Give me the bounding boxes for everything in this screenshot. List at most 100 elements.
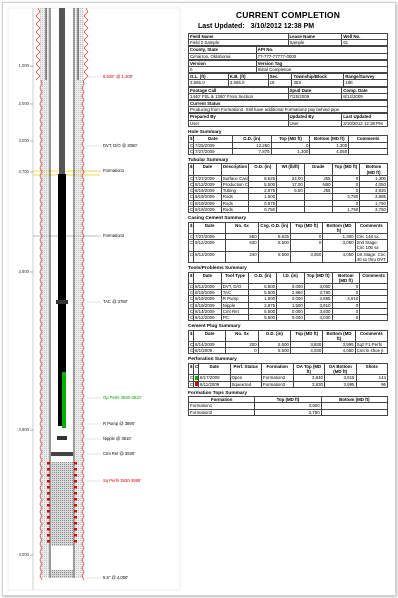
- last-updated-label: Last Updated:: [198, 23, 245, 30]
- column-header: Shots: [355, 362, 388, 376]
- data-row: C 8/19/2009 Nipple 2.875 1.500 3,910 0: [188, 301, 388, 309]
- nipple: [57, 436, 67, 440]
- cell: 8/12/2009: [192, 239, 227, 252]
- column-header: Bottom (MD ft): [331, 271, 361, 284]
- cell: C: [188, 380, 194, 388]
- annotation: R Pump @ 3890': [103, 421, 135, 426]
- info-value: 7/25/2009: [287, 92, 343, 101]
- cell: 7.875: [231, 147, 272, 155]
- hole-wall: [39, 79, 43, 581]
- squeeze-perf: [74, 492, 77, 495]
- cell: C: [188, 341, 194, 349]
- report-title: CURRENT COMPLETION: [235, 10, 341, 20]
- info-label-row: G.L. (ft) K.B. (ft) Sec. Township/Block Rang…: [188, 73, 388, 81]
- info-value: 77-777-77777-0000: [255, 52, 389, 60]
- open-perfs: [62, 372, 66, 428]
- cement-plug: [51, 462, 73, 546]
- info-label-row: Current Status: [188, 100, 388, 108]
- section-table: Formation Top (MD ft) Bottom (MD ft) Format…: [187, 396, 389, 416]
- data-row: C 7/27/2009 7.875 1,300 4,050: [188, 147, 388, 155]
- column-header: Top (MD ft): [289, 329, 324, 343]
- hole-wall: [83, 7, 89, 81]
- data-row: C 8/14/2009 200 5.500 3,930 3,995 Sqz F1 Perfs: [188, 341, 389, 349]
- annotation: DVT, D/O @ 3050': [103, 143, 138, 148]
- cell: Formation1: [187, 402, 256, 410]
- squeeze-perf: [74, 528, 77, 531]
- column-header: Comments: [354, 221, 389, 235]
- info-value: Sample: [287, 39, 343, 47]
- cell: C: [188, 193, 194, 201]
- cell: Circ 148 sx.: [354, 232, 389, 241]
- column-header: Date: [198, 362, 231, 376]
- cell: 0: [225, 347, 259, 355]
- info-value-row: Producing from Formation2. Still have ad…: [188, 106, 388, 114]
- well-info-group: Field Name Lease Name Well No. Field 2 Samp…: [188, 32, 388, 47]
- depth-label: 4,000: [19, 552, 30, 557]
- header-row: $ Date Description O.D. (in) Wt (lb/ft) Grade…: [188, 163, 388, 176]
- cell: 4,050: [322, 347, 356, 355]
- info-value: 0: [188, 65, 257, 74]
- data-row: C 8/19/2009 Tubing 2.875 6.50 J55 0 3,920: [188, 187, 388, 195]
- info-label-row: Prepared By Updated By Last Updated: [188, 113, 388, 121]
- perf-swatch: [195, 382, 198, 387]
- column-header: O.D. (in): [248, 163, 278, 176]
- cell: Surface Casing: [220, 174, 250, 183]
- hole-wall: [35, 7, 41, 81]
- section-title: Tubular Summary: [188, 157, 229, 163]
- well-info-group: County, State API No. Cimarron, Oklahoma 77…: [188, 46, 389, 60]
- cell: 144: [355, 374, 388, 382]
- info-label: Prepared By: [188, 113, 289, 121]
- data-row: C 7/27/2009 550 8.625 0 1,300 Circ 148 sx.: [188, 232, 389, 241]
- column-header: Bottom (MD ft): [322, 329, 356, 343]
- data-row: C 8/19/2009 Rods 0.750 1,750 3,750: [188, 205, 388, 214]
- section-title: Cement Plug Summary: [188, 324, 241, 330]
- column-header: Comments: [348, 135, 388, 143]
- info-value: 8/12/2009: [341, 92, 388, 101]
- cell: C: [188, 181, 194, 189]
- info-value: Cimarron, Oklahoma: [188, 52, 257, 60]
- squeeze-perf: [47, 498, 50, 501]
- cement: [40, 8, 49, 578]
- cell: 8/1/2009: [192, 347, 227, 355]
- cell: PC: [220, 313, 250, 322]
- data-row: C 8/12/2009 DVT, D/O 5.500 0.000 3,050 0: [188, 282, 388, 291]
- cell: C: [188, 307, 194, 315]
- cell: C: [188, 347, 194, 355]
- cell: [359, 282, 388, 291]
- cell: C: [188, 313, 194, 322]
- cell: C: [188, 289, 194, 297]
- column-header: $: [188, 163, 194, 176]
- column-header: Formation: [187, 396, 256, 404]
- info-label: Comp. Date: [341, 86, 388, 94]
- annotation: Formation1: [103, 168, 125, 173]
- cell: C: [188, 205, 194, 214]
- depth-label: 1,000: [19, 63, 30, 68]
- column-header: No. Sx: [225, 329, 259, 343]
- info-value-row: 3,665.0 3,665.0 18 35S 18E: [188, 79, 388, 87]
- column-header: Top (MD ft): [303, 271, 333, 284]
- info-value: 18E: [343, 79, 388, 87]
- squeeze-perf: [47, 516, 50, 519]
- cell: [193, 374, 199, 382]
- info-label-row: Version Version Tag: [188, 59, 389, 68]
- info-value-row: User User 3/10/2012 12:38 PM: [188, 119, 388, 127]
- info-value: 1440' FSL & 1360' From Section: [188, 92, 289, 101]
- info-value: User: [188, 119, 289, 127]
- info-value: Producing from Formation2. Still have ad…: [188, 106, 388, 114]
- section-table: $ Date No. Sx Csg. O.D. (in) Top (MD ft) Bott…: [188, 221, 389, 264]
- squeeze-perf: [47, 528, 50, 531]
- column-header: O.D. (in): [231, 135, 272, 143]
- cement: [75, 8, 84, 578]
- cell: Cmt in shoe jt: [354, 347, 389, 355]
- column-header: Comments: [354, 329, 389, 343]
- squeeze-perf: [74, 462, 77, 465]
- squeeze-perf: [74, 516, 77, 519]
- cell: 0: [289, 239, 324, 252]
- squeeze-perf: [47, 486, 50, 489]
- depth-label: 3,000: [19, 138, 30, 143]
- cell: 8/12/2009: [193, 313, 222, 322]
- depth-label: 2,000: [19, 101, 30, 106]
- cell: 0.750: [248, 205, 278, 214]
- cell: 5.500: [257, 347, 291, 355]
